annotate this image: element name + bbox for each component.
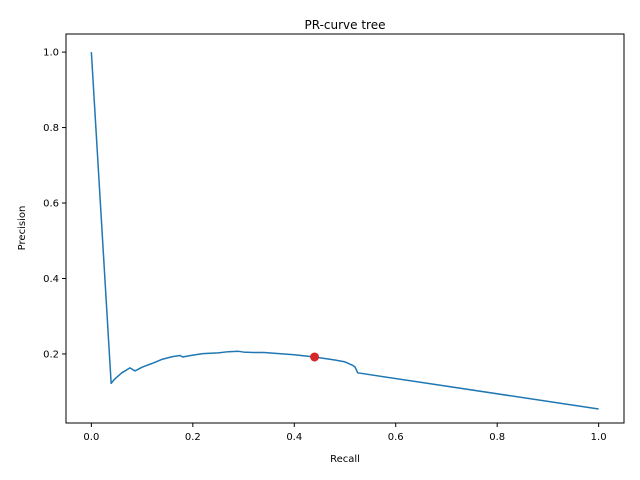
plot-area — [90, 52, 599, 410]
y-tick-label: 0.8 — [43, 123, 59, 134]
x-tick-label: 0.4 — [286, 432, 302, 443]
y-tick-label: 1.0 — [43, 48, 59, 59]
y-tick-label: 0.6 — [43, 199, 59, 210]
y-tick-label: 0.2 — [43, 349, 59, 360]
x-tick-label: 0.6 — [388, 432, 404, 443]
x-tick-label: 1.0 — [591, 432, 607, 443]
x-tick-label: 0.0 — [83, 432, 99, 443]
axis-ticks: 0.0 0.2 0.4 0.6 0.8 1.0 0.2 0.4 0.6 0.8 1.0 — [43, 48, 606, 443]
x-tick-label: 0.2 — [185, 432, 201, 443]
axes-frame — [65, 33, 625, 424]
x-tick-label: 0.8 — [489, 432, 505, 443]
y-tick-label: 0.4 — [43, 274, 59, 285]
highlight-point — [310, 352, 320, 362]
chart-title: PR-curve tree — [305, 18, 386, 32]
pr-curve-line — [90, 52, 599, 410]
x-axis-label: Recall — [330, 454, 360, 465]
y-axis-label: Precision — [17, 206, 28, 251]
